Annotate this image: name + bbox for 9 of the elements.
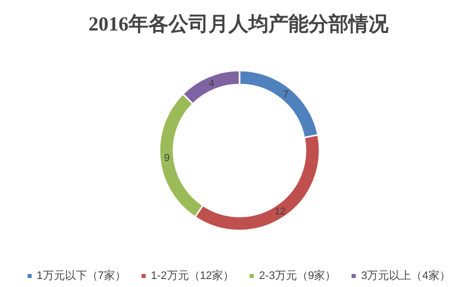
legend-label: 1万元以下（7家） bbox=[36, 268, 126, 283]
data-label: 12 bbox=[274, 206, 286, 218]
legend-label: 3万元以上（4家） bbox=[361, 268, 450, 283]
chart-title: 2016年各公司月人均产能分部情况 bbox=[88, 12, 390, 36]
data-label: 9 bbox=[164, 153, 170, 164]
data-label: 4 bbox=[208, 78, 215, 90]
legend-label: 2-3万元（9家） bbox=[259, 268, 336, 283]
legend-label: 1-2万元（12家） bbox=[150, 268, 234, 283]
data-label: 7 bbox=[283, 90, 290, 101]
